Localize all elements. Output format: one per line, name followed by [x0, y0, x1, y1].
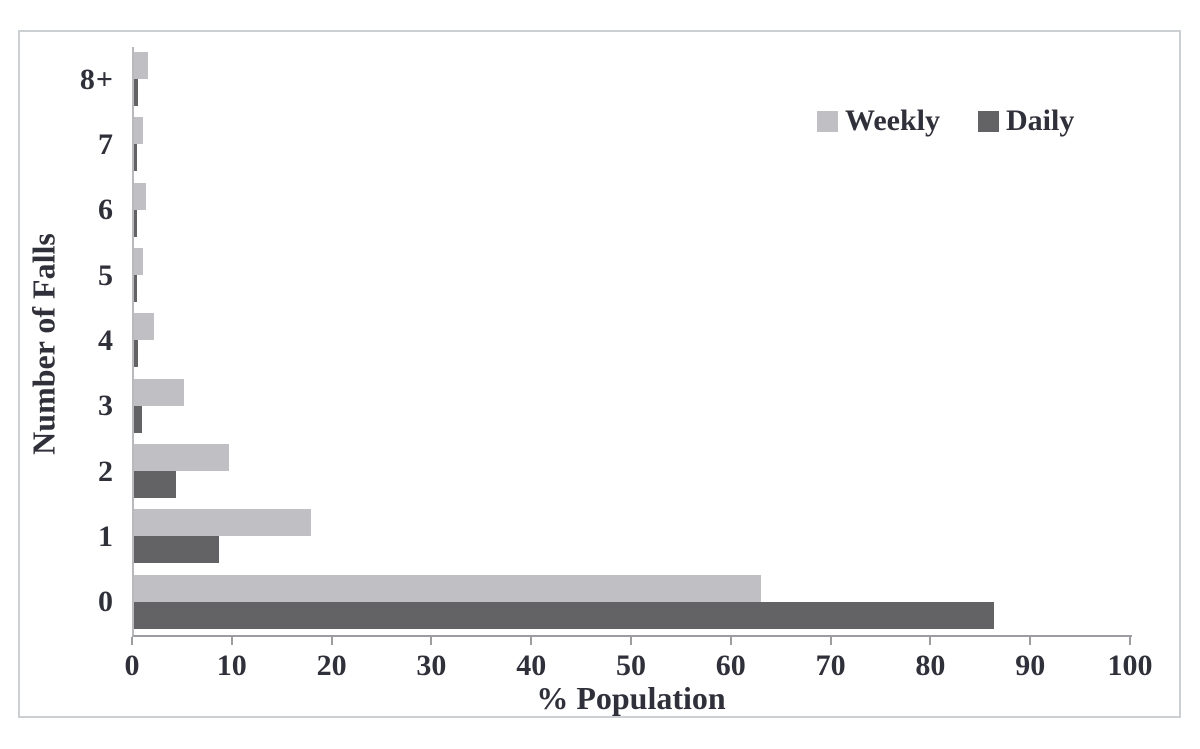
bar-weekly-2 [134, 444, 229, 471]
daily-swatch-icon [978, 110, 999, 132]
chart-frame: Number of Falls 8+ 7 6 5 4 3 2 1 0 0 10 20 30 40 50 60… [18, 30, 1181, 718]
x-tick-label-0: 0 [124, 649, 140, 682]
legend-label: Daily [1006, 104, 1075, 137]
bar-weekly-7 [134, 117, 143, 145]
x-tick-label-40: 40 [516, 649, 547, 682]
x-tick-label-10: 10 [216, 649, 247, 682]
legend-item-weekly: Weekly [817, 104, 940, 138]
bar-daily-1 [134, 536, 219, 564]
x-tickmark-10 [230, 637, 233, 645]
bar-weekly-3 [134, 378, 184, 406]
x-tick-label-90: 90 [1015, 649, 1046, 682]
category-label-3: 3 [98, 389, 114, 423]
x-tickmark-90 [1029, 637, 1032, 645]
x-axis-ticks: 0 10 20 30 40 50 60 70 80 90 100 [125, 635, 1153, 705]
category-label-4: 4 [98, 324, 114, 357]
x-tickmark-70 [829, 637, 832, 645]
bar-weekly-8+ [134, 52, 148, 79]
bar-daily-3 [134, 405, 142, 433]
x-tickmark-50 [630, 637, 632, 645]
bar-weekly-4 [134, 313, 154, 341]
bar-daily-4 [134, 340, 138, 368]
x-tickmark-40 [530, 637, 533, 645]
x-tickmark-60 [729, 637, 732, 645]
x-tickmark-80 [929, 637, 932, 645]
legend: Weekly Daily [817, 104, 1074, 138]
weekly-swatch-icon [817, 110, 838, 132]
x-tick-label-50: 50 [616, 649, 646, 682]
x-tickmark-30 [430, 637, 433, 645]
x-tick-label-20: 20 [316, 649, 347, 682]
category-label-6: 6 [98, 193, 114, 227]
bar-weekly-6 [134, 182, 146, 210]
category-label-1: 1 [98, 520, 114, 553]
bar-daily-8+ [134, 79, 138, 106]
category-label-7: 7 [98, 128, 114, 161]
category-label-8+: 8+ [79, 62, 114, 96]
category-label-2: 2 [98, 454, 114, 488]
category-label-0: 0 [98, 585, 114, 619]
legend-label: Weekly [845, 104, 940, 137]
x-tick-label-30: 30 [416, 649, 447, 682]
bar-daily-2 [134, 471, 176, 498]
x-tickmark-20 [330, 637, 333, 645]
x-tick-label-80: 80 [915, 649, 946, 682]
bar-weekly-5 [134, 248, 143, 275]
x-tick-label-60: 60 [715, 649, 746, 682]
bar-weekly-1 [134, 509, 311, 537]
category-axis-labels: 8+ 7 6 5 4 3 2 1 0 [20, 47, 122, 635]
bar-daily-6 [134, 209, 137, 237]
bar-daily-7 [134, 144, 137, 172]
legend-item-daily: Daily [978, 104, 1074, 138]
x-axis-title: % Population [536, 680, 726, 716]
x-tickmark-100 [1129, 637, 1131, 645]
x-tick-label-70: 70 [815, 649, 846, 682]
category-label-5: 5 [98, 258, 114, 292]
bar-weekly-0 [134, 574, 761, 602]
plot-area [132, 47, 1132, 637]
bar-daily-5 [134, 275, 137, 302]
x-tick-label-100: 100 [1107, 649, 1153, 682]
x-tickmark-0 [131, 637, 133, 645]
bar-daily-0 [134, 601, 995, 629]
